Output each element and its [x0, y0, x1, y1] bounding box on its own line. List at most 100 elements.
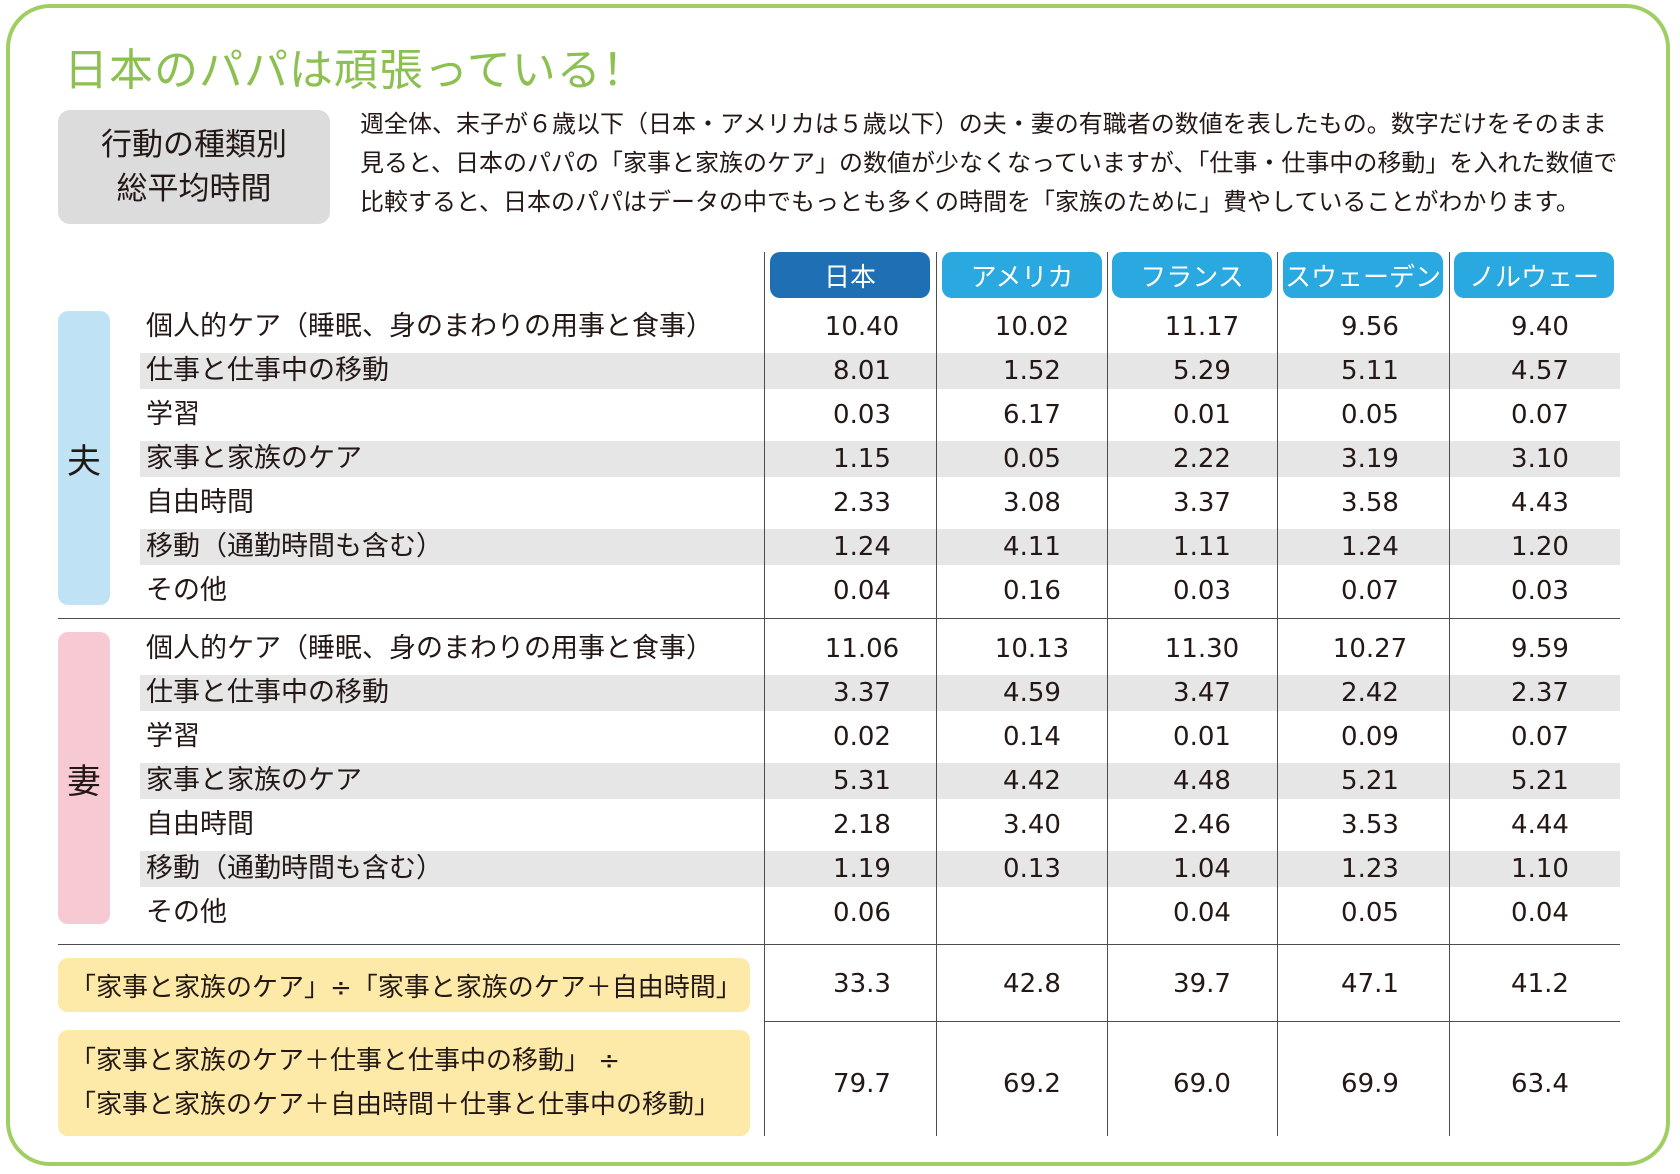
table-cell: 1.10 [1511, 854, 1569, 884]
table-cell: 0.05 [1341, 898, 1399, 928]
husband-row-label: 仕事と仕事中の移動 [146, 355, 389, 386]
table-cell: 4.11 [1003, 532, 1061, 562]
husband-row-label: 家事と家族のケア [146, 443, 362, 474]
table-cell: 3.40 [1003, 810, 1061, 840]
row-stripe [140, 441, 1620, 477]
table-cell: 2.18 [833, 810, 891, 840]
table-cell: 4.59 [1003, 678, 1061, 708]
table-cell: 4.42 [1003, 766, 1061, 796]
section-divider [58, 944, 1620, 945]
table-cell: 10.13 [994, 634, 1070, 664]
table-cell: 1.11 [1173, 532, 1231, 562]
ratio-label-box: 「家事と家族のケア＋仕事と仕事中の移動」 ÷ 「家事と家族のケア＋自由時間＋仕事… [58, 1030, 750, 1136]
row-stripe [140, 353, 1620, 389]
table-cell: 11.06 [824, 634, 900, 664]
table-cell: 0.03 [1511, 576, 1569, 606]
ratio-cell: 69.0 [1173, 1069, 1231, 1099]
ratio-cell: 69.2 [1003, 1069, 1061, 1099]
column-divider [1107, 252, 1108, 1136]
table-cell: 0.04 [1511, 898, 1569, 928]
table-cell: 1.20 [1511, 532, 1569, 562]
table-cell: 4.57 [1511, 356, 1569, 386]
table-cell: 0.03 [1173, 576, 1231, 606]
category-line-2: 総平均時間 [116, 171, 272, 207]
table-cell: 3.10 [1511, 444, 1569, 474]
table-cell: 0.06 [833, 898, 891, 928]
ratio-label-box: 「家事と家族のケア」÷「家事と家族のケア＋自由時間」 [58, 958, 750, 1012]
wife-row-label: 家事と家族のケア [146, 765, 362, 796]
table-cell: 2.33 [833, 488, 891, 518]
table-cell: 1.24 [1341, 532, 1399, 562]
table-cell: 0.04 [1173, 898, 1231, 928]
table-cell: 9.59 [1511, 634, 1569, 664]
table-cell: 11.30 [1164, 634, 1240, 664]
table-cell: 5.21 [1511, 766, 1569, 796]
table-cell: 6.17 [1003, 400, 1061, 430]
table-cell: 2.42 [1341, 678, 1399, 708]
column-divider [1277, 252, 1278, 1136]
table-cell: 0.04 [833, 576, 891, 606]
wife-row-label: 個人的ケア（睡眠、身のまわりの用事と食事） [146, 633, 713, 664]
table-cell: 0.14 [1003, 722, 1061, 752]
column-divider [1449, 252, 1450, 1136]
description-text: 週全体、末子が６歳以下（日本・アメリカは５歳以下）の夫・妻の有職者の数値を表した… [360, 110, 1618, 216]
table-cell: 8.01 [833, 356, 891, 386]
wife-row-label: 仕事と仕事中の移動 [146, 677, 389, 708]
table-cell: 3.19 [1341, 444, 1399, 474]
ratio-cell: 41.2 [1511, 969, 1569, 999]
table-cell: 0.03 [833, 400, 891, 430]
table-cell: 0.07 [1341, 576, 1399, 606]
table-cell: 3.37 [1173, 488, 1231, 518]
column-header-france: フランス [1112, 252, 1272, 298]
ratio-cell: 79.7 [833, 1069, 891, 1099]
table-cell: 0.07 [1511, 722, 1569, 752]
table-cell: 5.31 [833, 766, 891, 796]
husband-row-label: その他 [146, 575, 227, 606]
husband-row-label: 自由時間 [146, 487, 254, 518]
table-cell: 9.40 [1511, 312, 1569, 342]
section-divider [58, 618, 1620, 619]
row-stripe [140, 763, 1620, 799]
ratio-label-line: 「家事と家族のケア＋仕事と仕事中の移動」 ÷ [70, 1046, 621, 1076]
ratio-cell: 63.4 [1511, 1069, 1569, 1099]
table-cell: 10.27 [1332, 634, 1408, 664]
column-header-sweden: スウェーデン [1283, 252, 1443, 298]
category-box: 行動の種類別 総平均時間 [58, 110, 330, 224]
column-header-norway: ノルウェー [1454, 252, 1614, 298]
row-stripe [140, 851, 1620, 887]
ratio-cell: 69.9 [1341, 1069, 1399, 1099]
table-cell: 0.16 [1003, 576, 1061, 606]
table-cell: 5.11 [1341, 356, 1399, 386]
table-cell: 0.09 [1341, 722, 1399, 752]
table-cell: 1.52 [1003, 356, 1061, 386]
wife-row-label: その他 [146, 897, 227, 928]
husband-row-label: 学習 [146, 399, 200, 430]
husband-row-label: 移動（通勤時間も含む） [146, 531, 443, 562]
table-cell: 0.07 [1511, 400, 1569, 430]
category-line-1: 行動の種類別 [101, 127, 287, 163]
ratio-label-line: 「家事と家族のケア」÷「家事と家族のケア＋自由時間」 [70, 972, 742, 1003]
table-cell: 11.17 [1164, 312, 1240, 342]
column-divider [764, 252, 765, 1136]
husband-row-label: 個人的ケア（睡眠、身のまわりの用事と食事） [146, 311, 713, 342]
table-cell: 1.15 [833, 444, 891, 474]
table-cell [947, 891, 1117, 935]
table-cell: 2.22 [1173, 444, 1231, 474]
wife-group-label: 妻 [58, 632, 110, 924]
table-cell: 0.01 [1173, 722, 1231, 752]
row-stripe [140, 675, 1620, 711]
table-cell: 1.23 [1341, 854, 1399, 884]
table-cell: 0.13 [1003, 854, 1061, 884]
table-cell: 4.48 [1173, 766, 1231, 796]
table-cell: 10.40 [824, 312, 900, 342]
table-cell: 10.02 [994, 312, 1070, 342]
table-cell: 0.05 [1003, 444, 1061, 474]
wife-row-label: 移動（通勤時間も含む） [146, 853, 443, 884]
table-cell: 9.56 [1341, 312, 1399, 342]
table-cell: 0.02 [833, 722, 891, 752]
page-title: 日本のパパは頑張っている！ [64, 45, 647, 96]
table-cell: 1.24 [833, 532, 891, 562]
table-cell: 4.44 [1511, 810, 1569, 840]
column-divider [936, 252, 937, 1136]
wife-row-label: 学習 [146, 721, 200, 752]
